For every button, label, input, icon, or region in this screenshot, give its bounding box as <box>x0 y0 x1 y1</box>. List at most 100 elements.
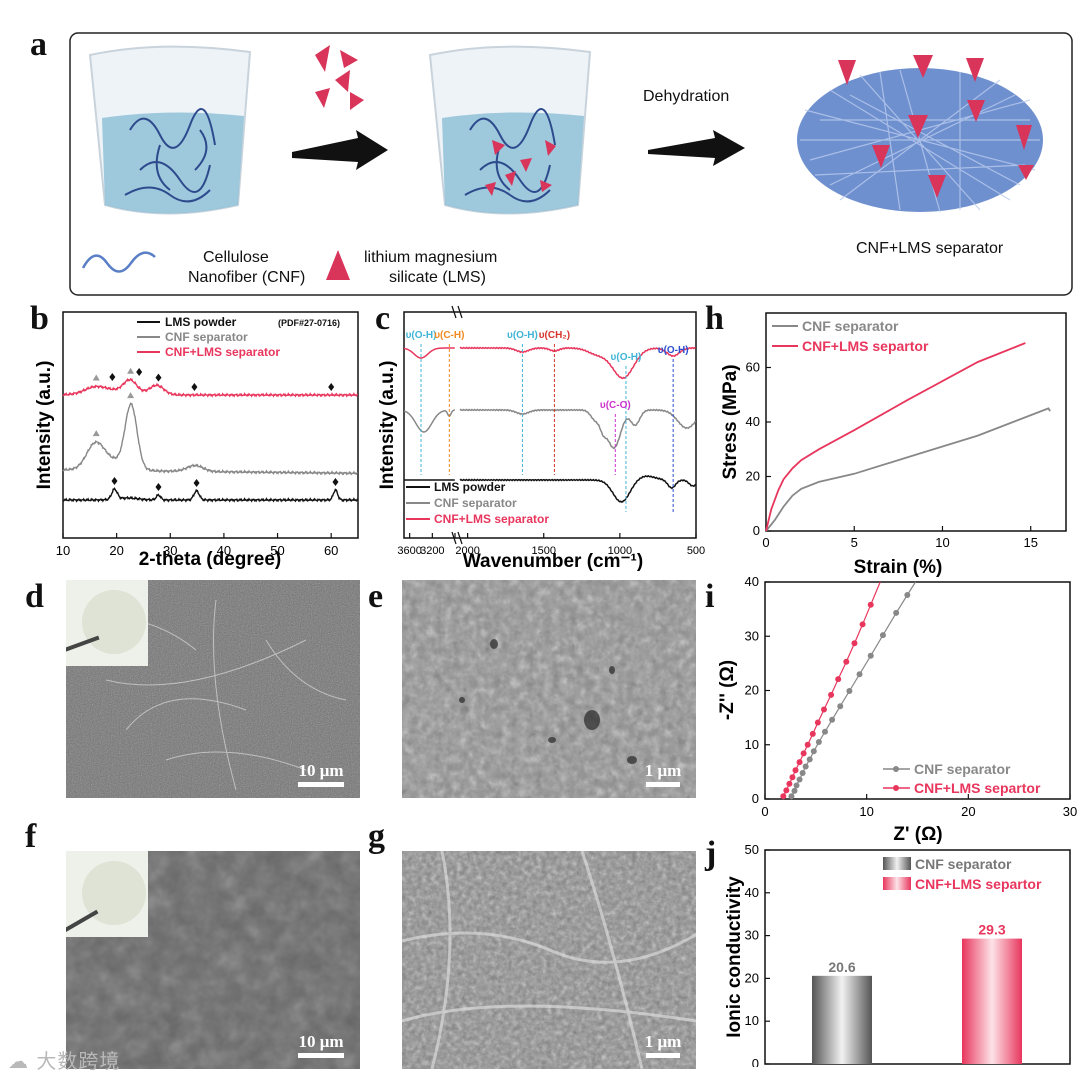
band-annotation: υ(O-H) <box>658 345 689 356</box>
series-line-left <box>403 409 455 433</box>
data-point <box>810 748 817 755</box>
data-point <box>843 658 850 665</box>
diamond-marker <box>328 383 335 391</box>
arrow-icon <box>648 130 745 166</box>
scalebar <box>298 782 344 787</box>
triangle-marker <box>92 430 100 437</box>
beaker-icon <box>88 45 252 215</box>
scalebar-label: 10 μm <box>298 762 343 780</box>
y-tick-label: 40 <box>746 414 760 429</box>
data-point <box>867 601 874 608</box>
data-point <box>796 759 803 766</box>
diamond-marker <box>111 477 118 486</box>
data-point <box>814 719 821 726</box>
x-axis-label: Z' (Ω) <box>893 824 942 845</box>
beaker-icon <box>428 45 592 215</box>
series-line <box>765 407 1051 532</box>
x-tick-label: 10 <box>56 543 70 558</box>
triangle-marker <box>92 374 100 381</box>
xrd-chart: 10 20 30 40 50 60 LMS powder (PDF#27-0716) CNF … <box>34 311 359 570</box>
band-annotation: υ(C-H) <box>434 330 464 341</box>
scalebar <box>298 1053 344 1058</box>
series-line <box>765 342 1026 532</box>
y-tick-label: 10 <box>745 737 759 752</box>
bar-cnf-lms <box>962 938 1022 1064</box>
panel-label-b: b <box>30 300 49 337</box>
y-tick-label: 10 <box>745 1013 759 1028</box>
panel-label-f: f <box>25 818 37 855</box>
fiber-network-icon <box>797 55 1043 213</box>
y-tick-label: 40 <box>745 885 759 900</box>
data-point <box>879 632 886 639</box>
watermark: ☁ 大数跨境 <box>8 1045 120 1074</box>
x-tick-label: 2000 <box>455 545 479 557</box>
sem-texture <box>402 580 696 798</box>
y-tick-label: 20 <box>745 683 759 698</box>
lms-particles-icon <box>315 45 364 110</box>
x-tick-label: 5 <box>851 535 858 550</box>
x-tick-label: 3200 <box>420 545 444 557</box>
data-point <box>799 769 806 776</box>
cnf-legend-icon <box>81 251 156 273</box>
x-tick-label: 20 <box>109 543 123 558</box>
dehydration-label: Dehydration <box>643 88 729 105</box>
x-tick-label: 10 <box>859 804 873 819</box>
y-tick-label: 50 <box>745 842 759 857</box>
series-line-left <box>403 347 455 359</box>
y-axis-label: -Z'' (Ω) <box>717 660 738 720</box>
y-tick-label: 40 <box>745 574 759 589</box>
data-point <box>904 592 911 599</box>
watermark-text: 大数跨境 <box>36 1049 121 1073</box>
data-point <box>796 776 803 783</box>
y-axis-label: Intensity (a.u.) <box>34 361 55 490</box>
data-point <box>835 676 842 683</box>
photo-inset <box>66 851 148 937</box>
sem-image-d: 10 μm <box>66 580 360 798</box>
bar-cnf <box>812 975 872 1064</box>
diamond-marker <box>155 482 162 491</box>
stress-strain-chart: 0 5 10 15 0 20 40 60 CNF separator CNF+LMS separ… <box>720 312 1067 578</box>
tweezers-icon <box>66 909 99 933</box>
diamond-marker <box>109 373 116 381</box>
series-line-lms-powder <box>62 487 359 503</box>
band-annotation: υ(O-H) <box>406 330 437 341</box>
x-axis-label: Strain (%) <box>854 557 943 578</box>
data-point <box>783 787 790 794</box>
legend-label: LMS powder <box>434 480 506 494</box>
legend-label: CNF+LMS separator <box>165 345 280 359</box>
legend-marker <box>893 785 899 791</box>
data-point <box>780 793 787 800</box>
axis-break-icon <box>451 305 463 545</box>
legend-label: CNF separator <box>915 856 1012 872</box>
data-point <box>820 706 827 713</box>
panel-label-i: i <box>705 578 715 615</box>
x-tick-label: 60 <box>324 543 338 558</box>
photo-inset <box>66 580 148 666</box>
legend-swatch <box>883 857 911 870</box>
sem-texture <box>66 851 360 1069</box>
band-annotation: υ(O-H) <box>507 330 538 341</box>
panel-label-c: c <box>375 300 391 337</box>
sem-texture <box>402 851 696 1069</box>
plot-frame <box>764 849 1071 1065</box>
x-tick-label: 0 <box>761 804 768 819</box>
series-line-right <box>459 408 697 450</box>
legend-label: CNF+LMS separtor <box>915 876 1042 892</box>
lms-legend-line1: lithium magnesium <box>364 249 497 266</box>
y-axis-label: Stress (MPa) <box>720 364 741 479</box>
schematic-panel: Dehydration Cellulose Nanofiber (CNF) li… <box>69 32 1073 296</box>
y-tick-label: 0 <box>752 791 759 806</box>
data-point <box>786 780 793 787</box>
data-point <box>788 793 795 800</box>
legend-marker <box>893 766 899 772</box>
data-point <box>809 730 816 737</box>
product-label: CNF+LMS separator <box>856 240 1004 257</box>
data-point <box>846 688 853 695</box>
data-point <box>800 750 807 757</box>
panel-label-d: d <box>25 578 44 615</box>
y-tick-label: 20 <box>745 970 759 985</box>
scalebar-label: 1 μm <box>645 1033 682 1051</box>
nyquist-chart: 0 10 20 30 0 10 20 30 40 CNF separator CNF+LMS se… <box>717 574 1077 845</box>
x-tick-label: 1000 <box>608 545 632 557</box>
y-tick-label: 20 <box>746 469 760 484</box>
